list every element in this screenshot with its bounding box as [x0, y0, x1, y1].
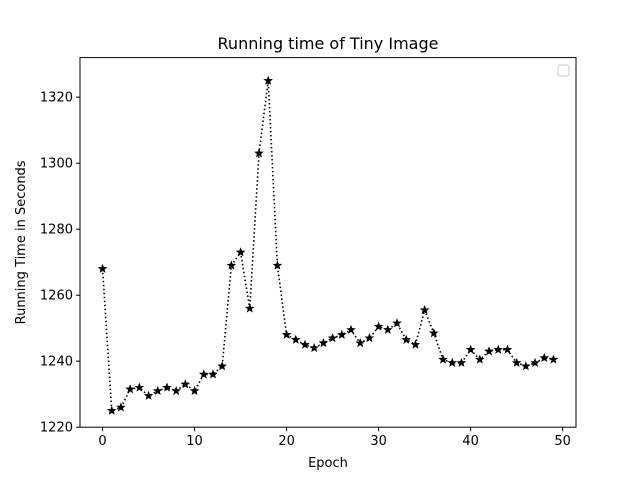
data-point — [300, 339, 310, 349]
data-point — [134, 382, 145, 392]
x-axis-ticks: 0 10 20 30 40 50 — [98, 427, 571, 449]
data-point — [143, 390, 154, 400]
y-tick-label: 1280 — [40, 223, 73, 238]
y-tick-label: 1220 — [40, 421, 73, 436]
data-point — [364, 333, 375, 343]
series-line — [101, 80, 554, 412]
data-point — [548, 354, 559, 364]
data-point — [502, 344, 513, 354]
data-point — [539, 352, 550, 362]
data-point — [162, 382, 172, 392]
data-point — [226, 260, 237, 270]
x-tick-label: 40 — [462, 434, 479, 449]
chart-title: Running time of Tiny Image — [218, 34, 439, 53]
data-point — [401, 334, 411, 344]
data-point — [383, 324, 393, 334]
data-point — [511, 357, 522, 367]
y-axis-label: Running Time in Seconds — [14, 160, 29, 324]
data-point — [392, 318, 402, 328]
x-tick-label: 30 — [370, 434, 387, 449]
data-point — [493, 344, 504, 354]
data-point — [272, 260, 283, 270]
data-point — [456, 357, 467, 367]
data-point — [465, 344, 476, 354]
x-tick-label: 0 — [98, 434, 106, 449]
data-point — [198, 369, 209, 379]
data-point — [208, 369, 218, 379]
legend-box — [557, 64, 570, 77]
data-point — [263, 75, 273, 85]
axes-frame — [79, 57, 577, 428]
data-point — [484, 346, 494, 356]
data-point — [152, 385, 163, 395]
data-point — [125, 384, 135, 394]
plot-area — [97, 75, 559, 415]
data-point — [116, 402, 126, 412]
data-point — [521, 361, 531, 371]
data-point — [189, 385, 200, 395]
data-point — [217, 361, 227, 371]
data-point — [245, 303, 255, 313]
data-point — [254, 148, 264, 158]
data-point — [355, 338, 365, 348]
x-tick-label: 20 — [278, 434, 295, 449]
data-point — [337, 329, 347, 339]
data-point — [410, 339, 421, 349]
data-point — [346, 324, 356, 334]
data-point — [106, 405, 117, 415]
data-point — [291, 334, 301, 344]
data-point — [530, 357, 540, 367]
data-point — [419, 305, 430, 315]
data-point — [475, 354, 485, 364]
data-point — [97, 263, 108, 273]
x-axis-label: Epoch — [308, 456, 348, 471]
data-point — [429, 328, 439, 338]
x-tick-label: 50 — [554, 434, 571, 449]
data-point — [281, 329, 292, 339]
data-point — [318, 338, 329, 348]
y-axis-ticks: 1220 1240 1260 1280 1300 1320 — [40, 91, 80, 436]
y-tick-label: 1300 — [40, 157, 73, 172]
data-point — [235, 247, 246, 257]
data-point — [180, 379, 191, 389]
x-tick-label: 10 — [186, 434, 203, 449]
data-point — [438, 354, 448, 364]
data-point — [171, 385, 181, 395]
data-point — [447, 357, 458, 367]
data-point — [309, 342, 319, 353]
y-tick-label: 1260 — [40, 289, 73, 304]
y-tick-label: 1240 — [40, 355, 73, 370]
data-point — [327, 333, 338, 343]
y-tick-label: 1320 — [40, 91, 73, 106]
data-point — [373, 321, 384, 331]
